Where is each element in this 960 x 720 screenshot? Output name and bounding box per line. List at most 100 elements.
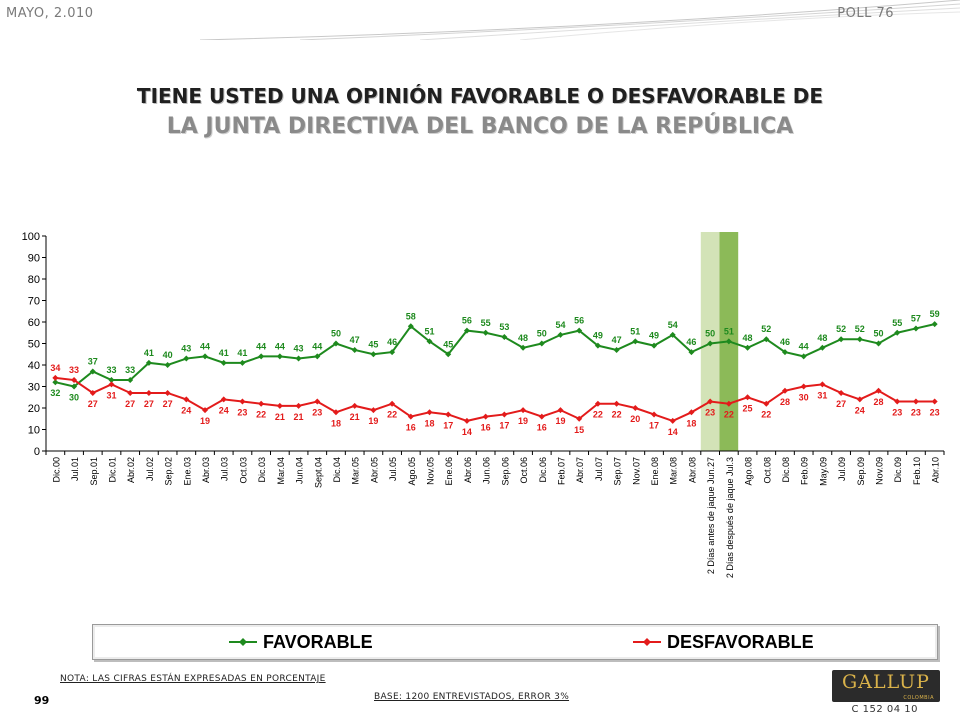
x-tick-label: Oct.06: [519, 457, 529, 484]
data-point: [781, 349, 788, 356]
x-tick-label: Dic.01: [107, 457, 117, 483]
series-line-favorable: [55, 323, 935, 388]
data-label: 17: [499, 420, 509, 430]
corner-decoration: [199, 0, 960, 40]
header-date: MAYO, 2.010: [6, 6, 94, 21]
data-point: [202, 407, 209, 414]
x-tick-label: Abr.07: [575, 457, 585, 483]
x-tick-label: Feb.07: [556, 457, 566, 485]
y-tick-label: 40: [28, 360, 40, 372]
y-tick-label: 10: [28, 425, 40, 437]
data-point: [314, 353, 321, 360]
data-point: [912, 398, 919, 405]
gallup-logo: GALLUP COLOMBIA: [832, 670, 940, 702]
data-label: 59: [930, 309, 940, 319]
x-tick-label: Abr.05: [369, 457, 379, 483]
data-label: 22: [761, 410, 771, 420]
data-point: [688, 349, 695, 356]
x-tick-label: Abr.08: [687, 457, 697, 483]
data-point: [819, 381, 826, 388]
x-tick-label: Jun.06: [482, 457, 492, 484]
data-label: 18: [686, 418, 696, 428]
data-label: 14: [462, 427, 472, 437]
data-point: [463, 417, 470, 424]
data-point: [71, 377, 78, 384]
chart-title-line1: TIENE USTED UNA OPINIÓN FAVORABLE O DESF…: [136, 84, 824, 108]
data-point: [520, 407, 527, 414]
data-label: 44: [275, 341, 285, 351]
page-number: 99: [34, 694, 50, 707]
data-point: [707, 398, 714, 405]
data-point: [912, 325, 919, 332]
data-point: [632, 405, 639, 411]
data-label: 43: [181, 344, 191, 354]
data-point: [594, 400, 601, 407]
x-tick-label: Jul.02: [145, 457, 155, 481]
data-label: 22: [256, 410, 266, 420]
x-tick-label: Sep.01: [89, 457, 99, 486]
x-tick-label: Dic.08: [781, 457, 791, 483]
legend-marker-favorable: [229, 638, 257, 646]
data-label: 33: [125, 365, 135, 375]
data-point: [127, 377, 134, 384]
data-label: 44: [200, 341, 210, 351]
data-label: 53: [499, 322, 509, 332]
data-label: 16: [537, 423, 547, 433]
data-label: 24: [181, 405, 191, 415]
x-tick-label: Abr.03: [201, 457, 211, 483]
legend-label-desfavorable: DESFAVORABLE: [667, 631, 814, 652]
data-point: [781, 387, 788, 394]
data-point: [276, 353, 283, 360]
data-label: 56: [574, 316, 584, 326]
data-label: 19: [368, 416, 378, 426]
data-point: [931, 321, 938, 328]
footer-base: BASE: 1200 ENTREVISTADOS, ERROR 3%: [374, 692, 570, 702]
logo-text: GALLUP: [842, 671, 930, 693]
data-label: 23: [930, 408, 940, 418]
data-label: 50: [705, 329, 715, 339]
data-label: 45: [368, 339, 378, 349]
y-tick-label: 90: [28, 253, 40, 265]
data-label: 18: [331, 418, 341, 428]
data-label: 17: [649, 420, 659, 430]
data-label: 28: [874, 397, 884, 407]
data-point: [538, 340, 545, 347]
data-label: 27: [836, 399, 846, 409]
data-point: [426, 409, 433, 416]
data-label: 34: [50, 363, 60, 373]
series-line-desfavorable: [55, 376, 935, 422]
data-point: [89, 389, 96, 396]
data-point: [838, 336, 845, 343]
data-label: 23: [705, 408, 715, 418]
data-point: [164, 362, 171, 368]
x-tick-label: Feb.09: [800, 457, 810, 485]
data-point: [202, 353, 209, 360]
data-label: 50: [537, 329, 547, 339]
legend-label-favorable: FAVORABLE: [263, 631, 373, 652]
data-label: 23: [892, 408, 902, 418]
data-label: 27: [125, 399, 135, 409]
x-tick-label: Abr.06: [463, 457, 473, 483]
data-point: [108, 377, 115, 384]
data-point: [332, 340, 339, 347]
x-tick-label: Oct.03: [238, 457, 248, 484]
data-point: [707, 340, 714, 347]
x-tick-label: 2 Días después de jaque Jul.3: [725, 457, 735, 578]
data-label: 55: [481, 318, 491, 328]
data-point: [501, 334, 508, 341]
x-tick-label: Nov.09: [875, 457, 885, 485]
data-label: 33: [69, 365, 79, 375]
legend-marker-desfavorable: [633, 638, 661, 646]
x-tick-label: Nov.07: [631, 457, 641, 485]
data-label: 46: [387, 337, 397, 347]
data-point: [332, 409, 339, 416]
data-label: 46: [686, 337, 696, 347]
x-tick-label: Jul.07: [594, 457, 604, 481]
data-label: 48: [518, 333, 528, 343]
data-point: [370, 351, 377, 358]
data-label: 58: [406, 311, 416, 321]
data-label: 23: [237, 408, 247, 418]
data-label: 22: [612, 410, 622, 420]
x-tick-label: May.09: [818, 457, 828, 486]
data-point: [108, 381, 115, 388]
